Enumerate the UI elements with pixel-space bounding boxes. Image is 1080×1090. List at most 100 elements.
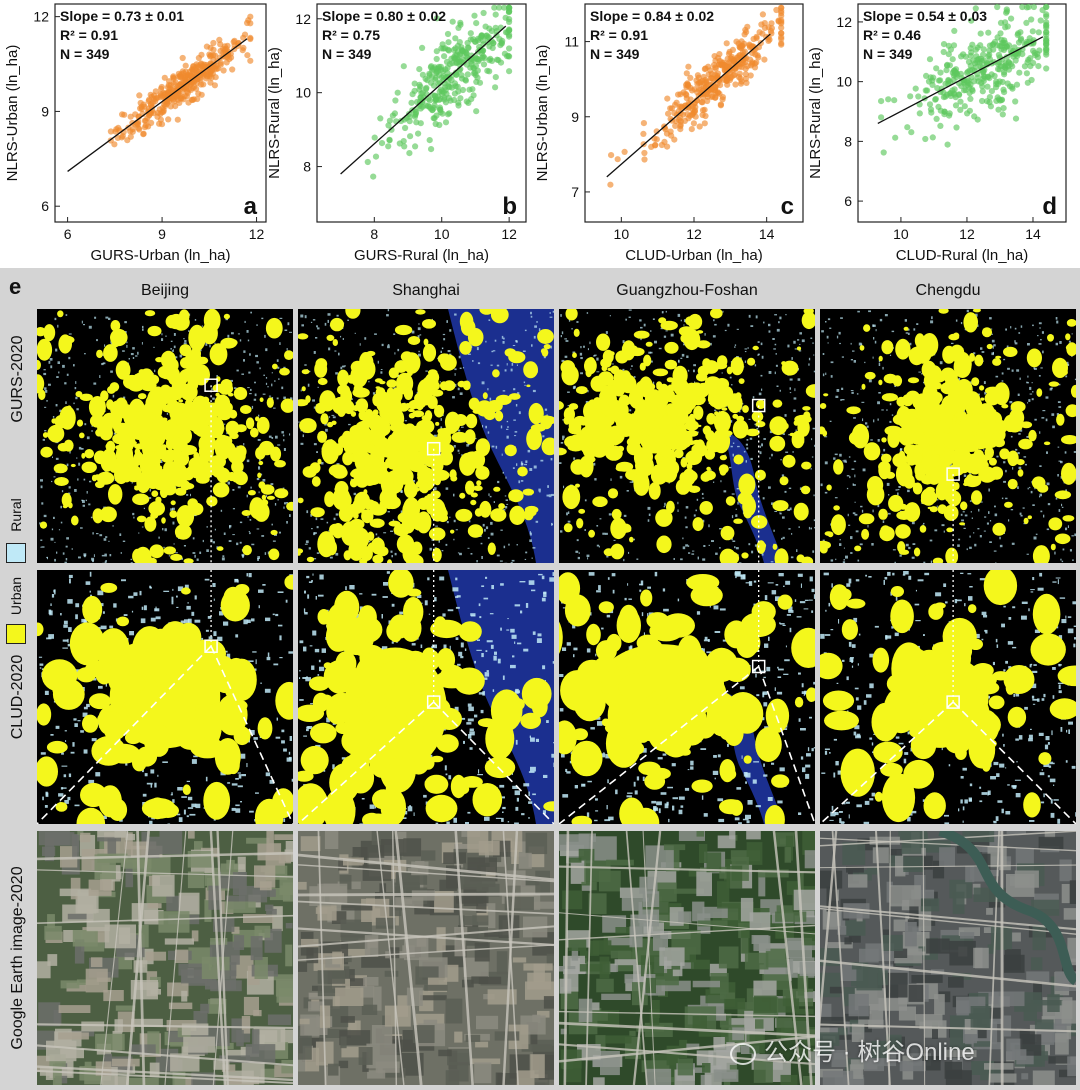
- rural-patch: [476, 560, 478, 563]
- urban-patch: [714, 410, 731, 434]
- urban-patch: [719, 455, 727, 461]
- urban-patch: [432, 547, 442, 563]
- rural-patch: [921, 373, 923, 375]
- scatter-point: [482, 23, 489, 30]
- rural-patch: [81, 320, 83, 324]
- urban-patch: [769, 435, 786, 452]
- rural-patch: [872, 356, 874, 359]
- urban-patch: [40, 446, 53, 458]
- scatter-point: [370, 173, 377, 180]
- rural-patch: [120, 552, 122, 554]
- rural-patch: [881, 453, 884, 456]
- urban-patch: [685, 316, 696, 326]
- urban-patch: [169, 510, 178, 518]
- x-tick-label: 10: [434, 226, 450, 242]
- scatter-point: [417, 120, 424, 127]
- rural-patch: [141, 342, 143, 345]
- scatter-point: [946, 112, 953, 119]
- rural-patch: [1033, 367, 1037, 370]
- rural-patch: [55, 457, 59, 460]
- rural-patch: [873, 337, 875, 340]
- rural-patch: [780, 459, 782, 461]
- rural-patch: [441, 550, 444, 552]
- urban-patch: [733, 518, 743, 524]
- rural-patch: [313, 558, 317, 560]
- rural-patch: [246, 330, 249, 333]
- rural-patch: [768, 323, 771, 327]
- rural-patch: [1031, 398, 1034, 401]
- rural-patch: [560, 442, 564, 444]
- rural-patch: [55, 441, 59, 444]
- rural-patch: [852, 512, 856, 515]
- rural-patch: [1018, 332, 1021, 334]
- rural-patch: [1068, 340, 1071, 343]
- urban-patch: [88, 396, 106, 418]
- scatter-point: [1030, 59, 1037, 67]
- urban-patch: [270, 446, 282, 462]
- urban-patch: [675, 414, 685, 426]
- rural-patch: [275, 435, 278, 439]
- rural-patch: [259, 367, 261, 370]
- scatter-point: [463, 61, 471, 68]
- rural-patch: [822, 539, 825, 542]
- urban-patch: [147, 325, 162, 337]
- rural-patch: [779, 512, 782, 515]
- stat-line: Slope = 0.80 ± 0.02: [322, 8, 446, 24]
- scatter-point: [929, 77, 936, 84]
- rural-patch: [256, 361, 259, 364]
- urban-patch: [678, 326, 694, 337]
- trend-line: [606, 33, 771, 178]
- rural-patch: [855, 530, 859, 533]
- rural-patch: [255, 354, 258, 358]
- rural-patch: [491, 445, 495, 448]
- rural-patch: [719, 528, 722, 530]
- rural-patch: [685, 506, 689, 509]
- scatter-point: [988, 88, 996, 95]
- scatter-point: [891, 97, 898, 104]
- rural-patch: [283, 396, 286, 399]
- scatter-point: [961, 103, 968, 110]
- rural-patch: [630, 368, 632, 370]
- scatter-point: [741, 48, 748, 55]
- scatter-point: [711, 53, 718, 60]
- rural-patch: [684, 516, 687, 519]
- rural-patch: [966, 548, 968, 551]
- rural-patch: [1069, 549, 1072, 552]
- rural-patch: [774, 343, 777, 346]
- rural-patch: [608, 513, 612, 516]
- rural-patch: [875, 329, 877, 332]
- scatter-point: [480, 61, 488, 68]
- rural-patch: [242, 555, 244, 558]
- rural-patch: [258, 467, 261, 470]
- rural-patch: [1018, 433, 1021, 435]
- rural-patch: [105, 560, 107, 562]
- rural-patch: [71, 548, 73, 550]
- rural-patch: [571, 328, 573, 330]
- scatter-point: [773, 6, 780, 14]
- rural-patch: [485, 526, 489, 530]
- rural-patch: [695, 509, 697, 512]
- scatter-point: [926, 101, 934, 108]
- urban-patch: [854, 545, 862, 552]
- scatter-point: [174, 93, 181, 100]
- map-tile: [298, 309, 554, 563]
- rural-patch: [190, 493, 191, 497]
- urban-patch: [256, 416, 270, 434]
- rural-patch: [1052, 425, 1055, 429]
- urban-patch: [699, 501, 713, 515]
- scatter-point: [207, 44, 214, 52]
- rural-patch: [973, 352, 976, 355]
- rural-patch: [719, 547, 721, 549]
- rural-patch: [270, 483, 274, 486]
- urban-patch: [465, 480, 475, 495]
- rural-patch: [861, 401, 865, 403]
- scatter-point: [726, 48, 733, 55]
- x-tick-label: 9: [158, 226, 166, 242]
- rural-patch: [510, 368, 513, 372]
- rural-patch: [714, 409, 717, 412]
- rural-patch: [1008, 519, 1010, 522]
- rural-patch: [736, 488, 740, 490]
- urban-patch: [861, 383, 866, 390]
- rural-patch: [841, 356, 844, 358]
